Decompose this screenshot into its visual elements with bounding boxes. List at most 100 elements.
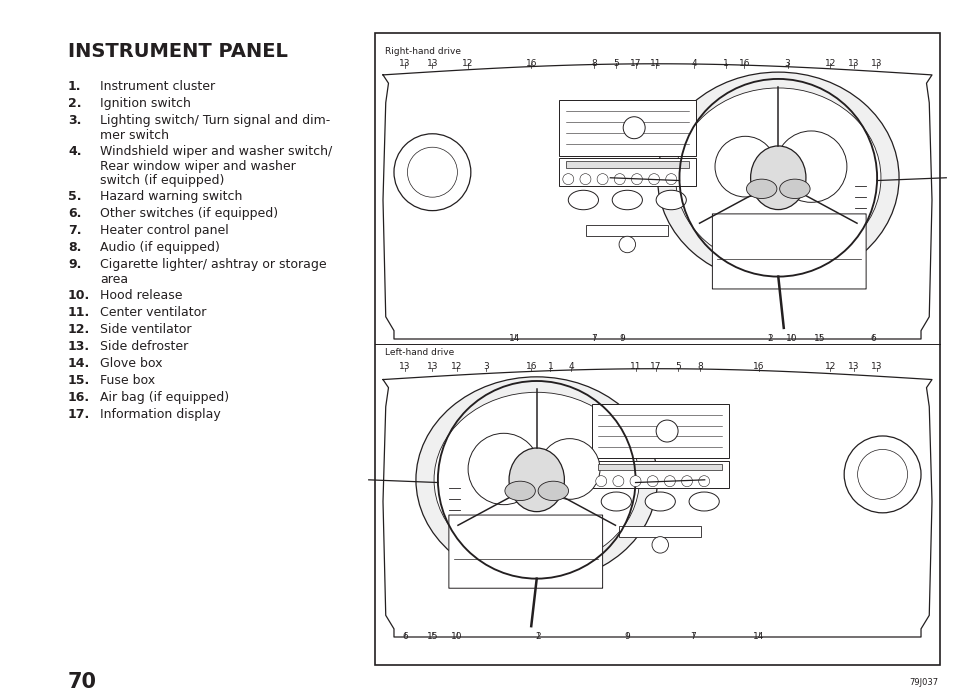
Text: 13: 13 <box>870 59 882 68</box>
Text: 5: 5 <box>674 362 680 371</box>
Text: 1: 1 <box>722 59 728 68</box>
Circle shape <box>612 475 623 487</box>
Text: 16: 16 <box>525 59 537 68</box>
Text: Windshield wiper and washer switch/: Windshield wiper and washer switch/ <box>100 145 332 158</box>
Circle shape <box>651 537 668 553</box>
Text: 13: 13 <box>426 362 437 371</box>
Text: Glove box: Glove box <box>100 357 162 370</box>
Text: 14: 14 <box>753 632 764 641</box>
Text: 13: 13 <box>426 59 437 68</box>
Circle shape <box>468 433 538 505</box>
Text: Rear window wiper and washer: Rear window wiper and washer <box>100 160 295 173</box>
Text: 8.: 8. <box>68 241 81 254</box>
Text: 13.: 13. <box>68 340 90 353</box>
Text: 1.: 1. <box>68 80 81 93</box>
Text: 16: 16 <box>738 59 749 68</box>
Text: Right-hand drive: Right-hand drive <box>385 47 460 56</box>
Circle shape <box>698 475 709 487</box>
Ellipse shape <box>600 492 631 511</box>
Text: Information display: Information display <box>100 408 220 421</box>
Text: 6.: 6. <box>68 207 81 220</box>
Text: 7: 7 <box>689 632 695 641</box>
Circle shape <box>597 174 607 185</box>
Text: 14: 14 <box>509 334 520 343</box>
Ellipse shape <box>504 481 535 500</box>
Circle shape <box>618 236 635 253</box>
Text: Side ventilator: Side ventilator <box>100 323 192 336</box>
Text: 12.: 12. <box>68 323 91 336</box>
Ellipse shape <box>675 88 880 267</box>
FancyBboxPatch shape <box>585 225 668 236</box>
Ellipse shape <box>688 492 719 511</box>
Text: Center ventilator: Center ventilator <box>100 306 206 319</box>
Text: Audio (if equipped): Audio (if equipped) <box>100 241 219 254</box>
Text: Hazard warning switch: Hazard warning switch <box>100 190 242 203</box>
Text: 8: 8 <box>697 362 702 371</box>
Text: 12: 12 <box>451 362 462 371</box>
Circle shape <box>614 174 624 185</box>
Circle shape <box>407 147 456 197</box>
Text: 6: 6 <box>401 632 407 641</box>
Text: INSTRUMENT PANEL: INSTRUMENT PANEL <box>68 42 288 61</box>
Ellipse shape <box>537 481 568 500</box>
Text: Cigarette lighter/ ashtray or storage: Cigarette lighter/ ashtray or storage <box>100 258 326 271</box>
Text: 2.: 2. <box>68 97 81 110</box>
Text: 5.: 5. <box>68 190 81 203</box>
Text: 7.: 7. <box>68 224 81 237</box>
Bar <box>558 100 695 156</box>
Text: 15: 15 <box>426 632 437 641</box>
Ellipse shape <box>416 377 657 583</box>
Ellipse shape <box>509 448 564 512</box>
Circle shape <box>595 475 606 487</box>
Circle shape <box>775 131 846 202</box>
Text: 6: 6 <box>869 334 875 343</box>
Text: 16.: 16. <box>68 391 90 404</box>
Text: switch (if equipped): switch (if equipped) <box>100 174 224 187</box>
Text: 4.: 4. <box>68 145 81 158</box>
Text: 12: 12 <box>462 59 474 68</box>
FancyBboxPatch shape <box>712 214 865 289</box>
Text: 10: 10 <box>785 334 797 343</box>
Circle shape <box>843 436 920 513</box>
Bar <box>591 404 728 458</box>
Text: 15.: 15. <box>68 374 91 387</box>
Bar <box>375 33 939 665</box>
Text: 16: 16 <box>525 362 537 371</box>
Circle shape <box>656 420 678 442</box>
Text: 10: 10 <box>451 632 462 641</box>
Polygon shape <box>382 64 931 339</box>
Bar <box>558 158 695 186</box>
Text: 13: 13 <box>870 362 882 371</box>
Circle shape <box>665 174 676 185</box>
Circle shape <box>857 450 906 499</box>
Circle shape <box>714 136 775 197</box>
Circle shape <box>562 174 573 185</box>
Circle shape <box>622 117 644 139</box>
Text: 13: 13 <box>847 362 859 371</box>
Ellipse shape <box>644 492 675 511</box>
Circle shape <box>394 134 471 211</box>
Text: 13: 13 <box>398 59 411 68</box>
Text: 4: 4 <box>568 362 574 371</box>
Text: 9: 9 <box>624 632 630 641</box>
Text: Heater control panel: Heater control panel <box>100 224 229 237</box>
Text: 5: 5 <box>613 59 618 68</box>
Text: 15: 15 <box>814 334 825 343</box>
Circle shape <box>629 475 640 487</box>
Text: Side defroster: Side defroster <box>100 340 188 353</box>
Text: 17.: 17. <box>68 408 91 421</box>
Ellipse shape <box>568 191 598 209</box>
Ellipse shape <box>745 179 776 198</box>
Text: 14.: 14. <box>68 357 91 370</box>
Text: Hood release: Hood release <box>100 289 182 302</box>
Circle shape <box>631 174 641 185</box>
Text: 3: 3 <box>483 362 489 371</box>
Ellipse shape <box>656 191 685 209</box>
Text: 17: 17 <box>649 362 661 371</box>
Circle shape <box>538 438 599 499</box>
Ellipse shape <box>434 392 639 567</box>
Text: Other switches (if equipped): Other switches (if equipped) <box>100 207 278 220</box>
Polygon shape <box>382 369 931 637</box>
Circle shape <box>579 174 590 185</box>
Circle shape <box>663 475 675 487</box>
